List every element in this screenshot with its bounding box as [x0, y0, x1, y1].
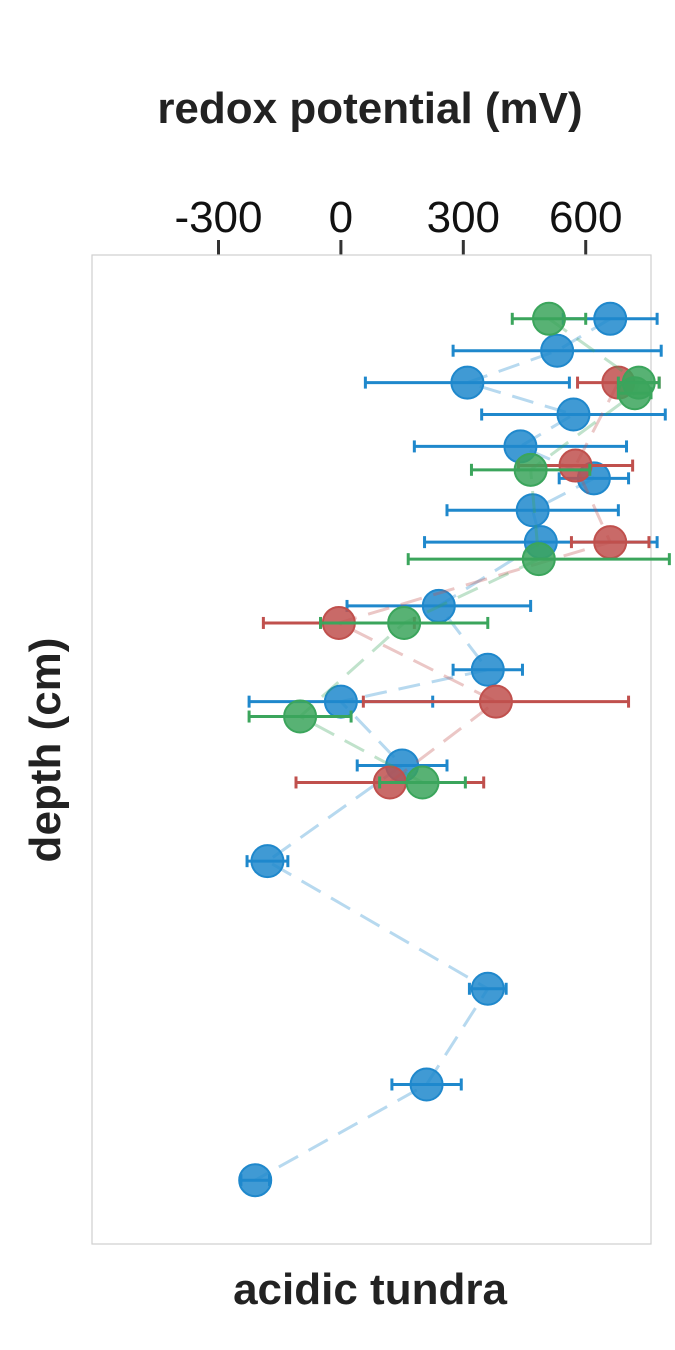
data-point	[283, 699, 318, 734]
data-point	[405, 765, 440, 800]
data-point	[250, 844, 285, 879]
data-point	[556, 397, 591, 432]
data-point	[450, 365, 485, 400]
data-point	[617, 376, 652, 411]
data-point	[470, 652, 505, 687]
data-point	[238, 1163, 273, 1198]
data-point	[387, 605, 422, 640]
x-tick-label: 600	[549, 193, 622, 242]
data-point	[531, 301, 566, 336]
series-2	[247, 301, 671, 800]
x-tick-label: -300	[174, 193, 262, 242]
x-axis-title: redox potential (mV)	[157, 84, 582, 133]
x-axis-ticks: -300 0 300 600	[174, 193, 622, 255]
x-tick-label: 0	[329, 193, 353, 242]
y-axis-title: depth (cm)	[21, 638, 70, 863]
data-point	[521, 542, 556, 577]
data-point	[558, 448, 593, 483]
data-point	[409, 1067, 444, 1102]
panel-label: acidic tundra	[233, 1265, 507, 1314]
series-0	[238, 301, 667, 1198]
x-tick-label: 300	[427, 193, 500, 242]
data-point	[593, 301, 628, 336]
data-point	[513, 452, 548, 487]
series-layer	[238, 301, 671, 1198]
data-point	[470, 971, 505, 1006]
series-connector-line	[254, 317, 611, 1182]
data-point	[478, 684, 513, 719]
data-point	[515, 493, 550, 528]
series-1	[261, 365, 661, 800]
data-point	[540, 333, 575, 368]
data-point	[593, 525, 628, 560]
